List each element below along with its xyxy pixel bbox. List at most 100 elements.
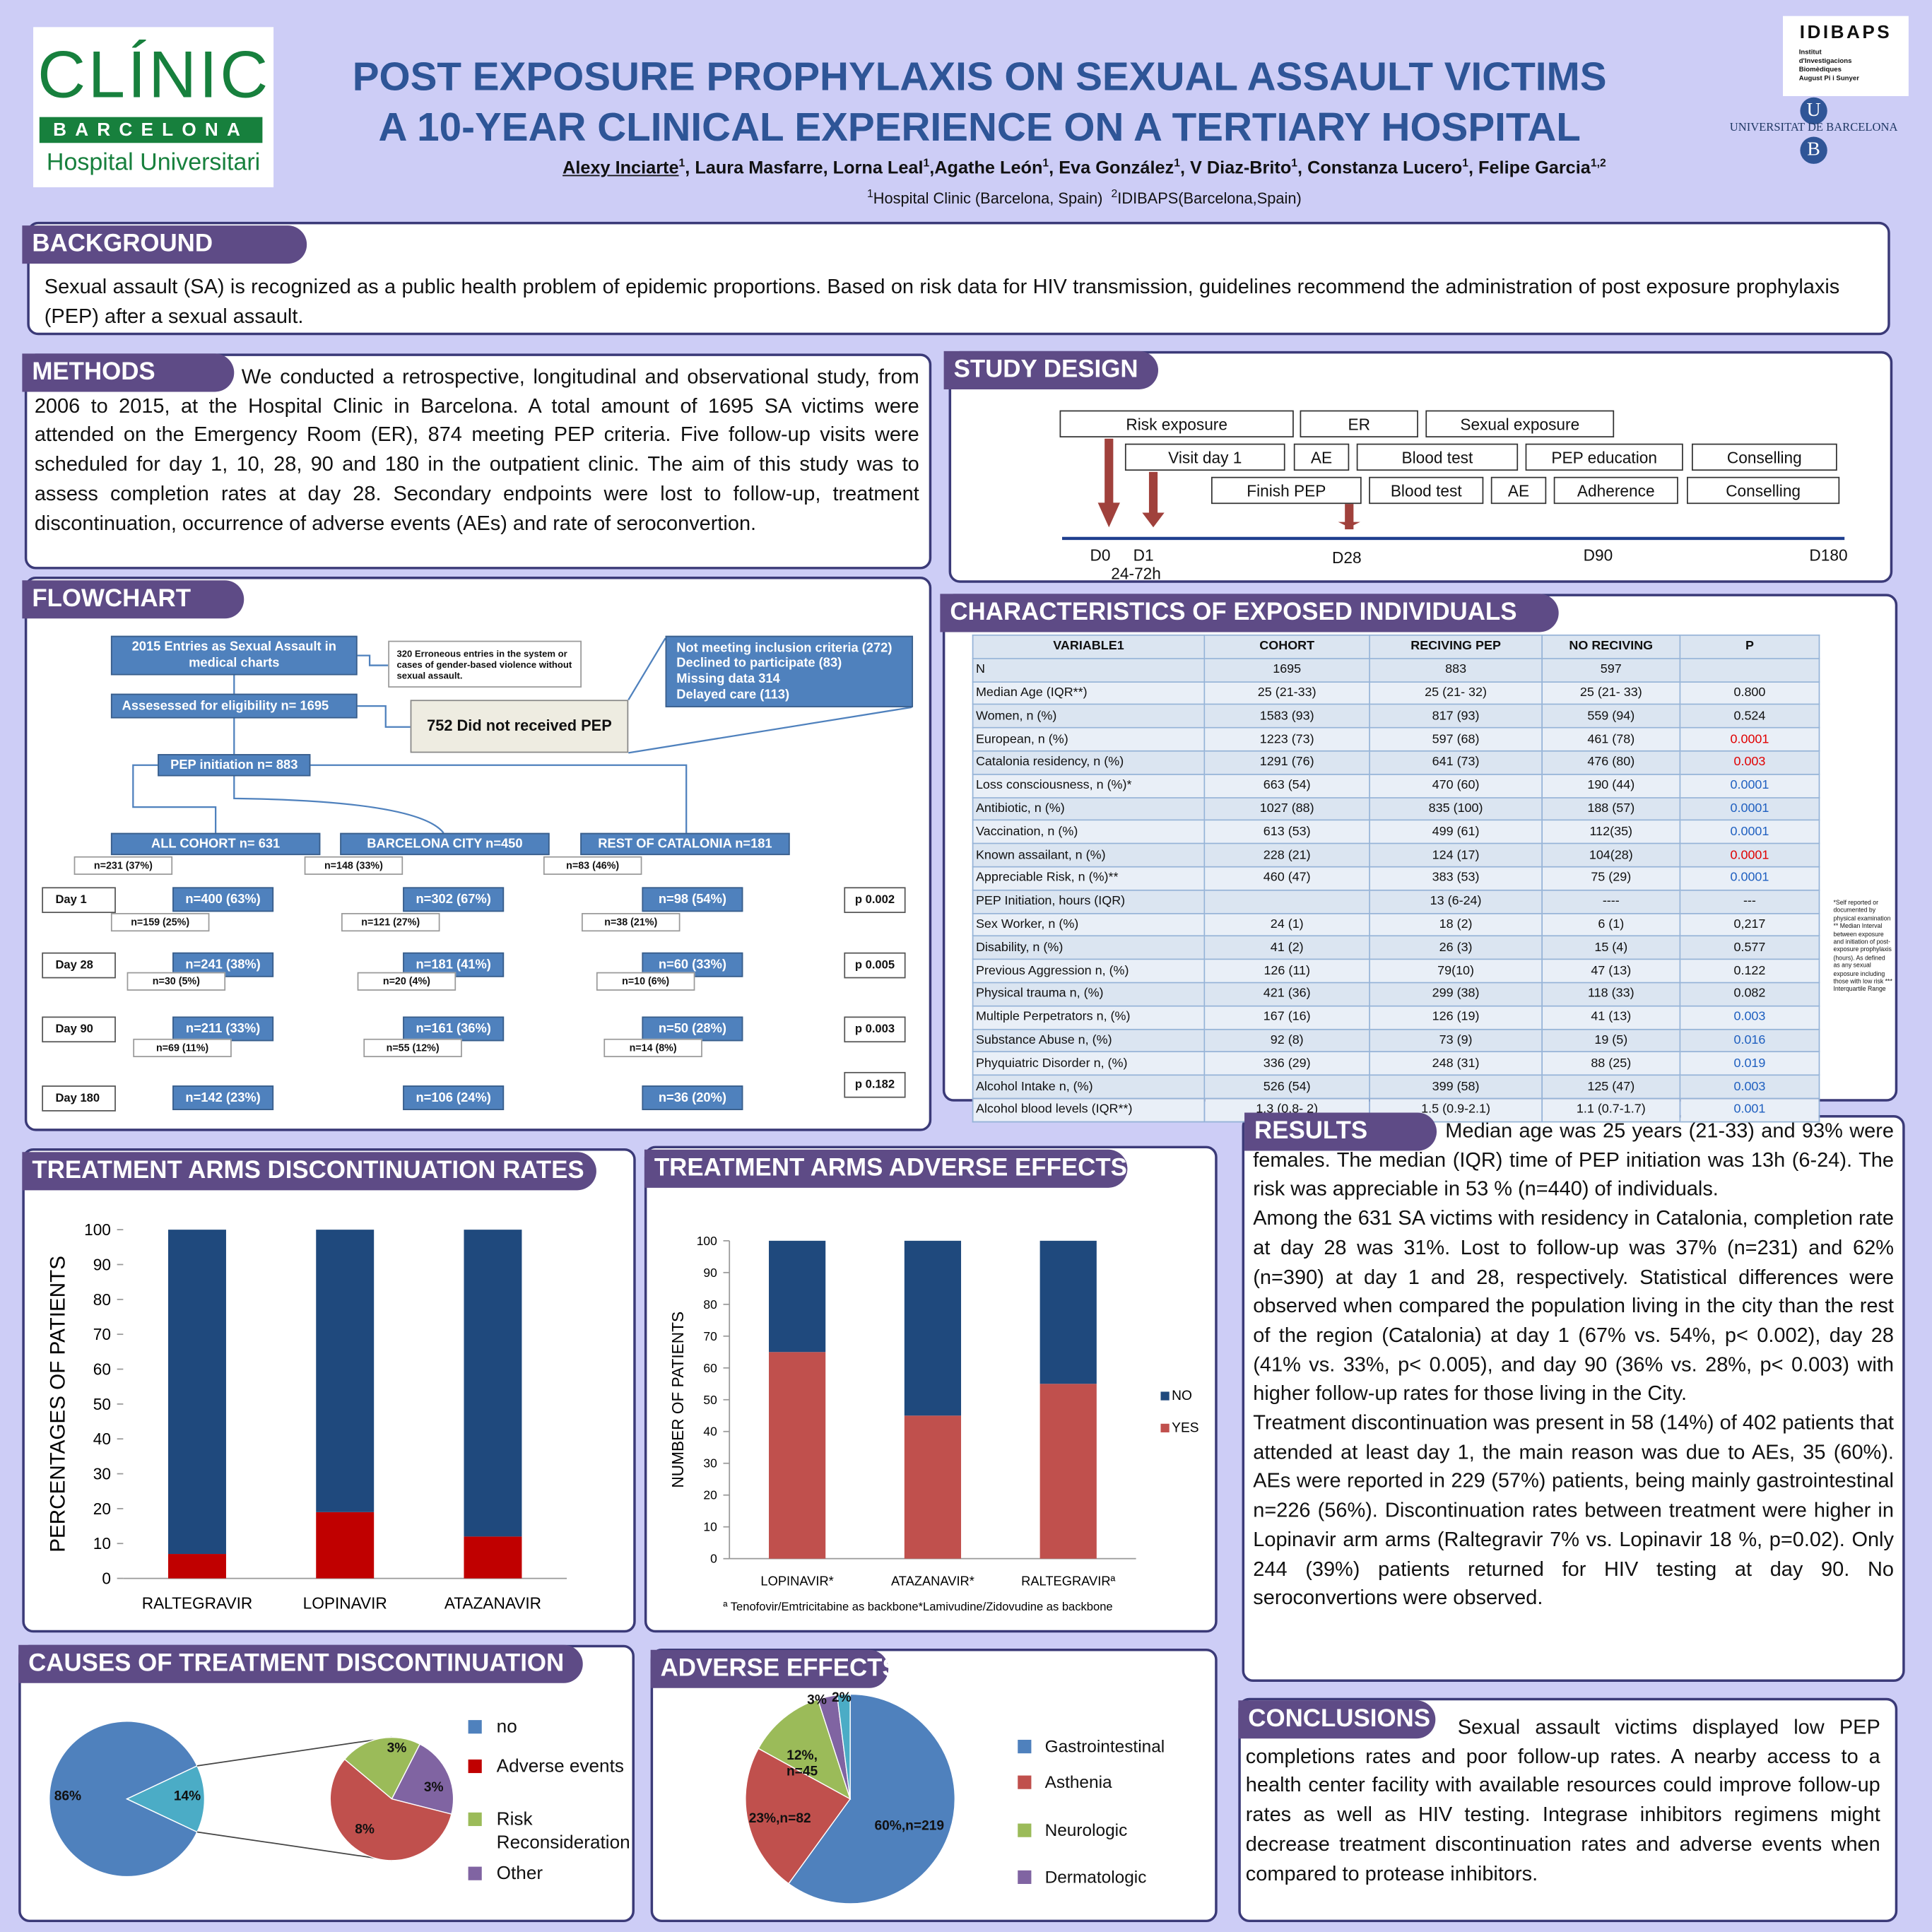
- flow-box: Assesessed for eligibility n= 1695: [110, 693, 358, 719]
- ub-name: UNIVERSITAT DE BARCELONA: [1729, 122, 1898, 135]
- ub-letter: U: [1806, 100, 1821, 121]
- table-row: European, n (%) 1223 (73) 597 (68) 461 (78)…: [972, 727, 1820, 752]
- idibaps-line: d'Investigacions: [1798, 57, 1852, 66]
- table-cell: 0.524: [1679, 704, 1820, 729]
- text: Sexual assault victims displayed low PEP…: [1245, 1715, 1880, 1885]
- paragraph: Median age was 25 years (21-33) and 93% …: [1253, 1119, 1894, 1201]
- section-heading: TREATMENT ARMS ADVERSE EFFECTS: [644, 1149, 1128, 1188]
- table-row: N 1695 883 597: [972, 657, 1820, 683]
- table-cell: 75 (29): [1541, 866, 1681, 891]
- connector: [628, 706, 912, 754]
- legend-swatch: [468, 1759, 482, 1774]
- table-cell: 41 (13): [1541, 1005, 1681, 1030]
- pie-slice: [125, 1765, 206, 1833]
- table-cell: 663 (54): [1203, 773, 1370, 799]
- y-tick-label: 30: [93, 1465, 111, 1483]
- flow-box: 2015 Entries as Sexual Assault in medica…: [110, 635, 358, 676]
- ub-letter: B: [1807, 139, 1820, 160]
- table-cell: 248 (31): [1369, 1051, 1543, 1076]
- table-cell: ----: [1541, 889, 1681, 914]
- idibaps-logo: [1783, 16, 1909, 97]
- table-cell: 1.1 (0.7-1.7): [1541, 1097, 1681, 1122]
- design-box: ER: [1300, 410, 1418, 437]
- connector: [628, 637, 666, 700]
- table-cell: Multiple Perpetrators n, (%): [972, 1005, 1206, 1030]
- section-heading: CAUSES OF TREATMENT DISCONTINUATION: [18, 1644, 583, 1683]
- header-row: VARIABLE1 COHORT RECIVING PEP NO RECIVING P: [972, 634, 1820, 659]
- table-cell: 0.0001: [1679, 796, 1820, 821]
- x-tick-label: LOPINAVIR: [303, 1594, 387, 1612]
- table-cell: 0.122: [1679, 958, 1820, 984]
- idibaps-line: Biomèdiques: [1798, 66, 1842, 74]
- text: IDIBAPS(Barcelona,Spain): [1117, 189, 1302, 208]
- table-row: PEP Initiation, hours (IQR) 13 (6-24) ----…: [972, 889, 1820, 914]
- day-box: Day 90: [42, 1016, 116, 1043]
- table-cell: 476 (80): [1541, 750, 1681, 775]
- table-cell: 1223 (73): [1203, 727, 1370, 752]
- logo-hospital: Hospital Universitari: [46, 148, 261, 177]
- legend-label: Dermatologic: [1044, 1866, 1147, 1887]
- idibaps-name: IDIBAPS: [1799, 22, 1892, 44]
- table-cell: 0.0001: [1679, 727, 1820, 752]
- legend-swatch: [1160, 1423, 1170, 1432]
- table-cell: 597 (68): [1369, 727, 1543, 752]
- pie-slice: [49, 1721, 198, 1878]
- affiliations: 1Hospital Clinic (Barcelona, Spain) 2IDI…: [358, 187, 1811, 212]
- table-row: Loss consciousness, n (%)* 663 (54) 470 (6…: [972, 773, 1820, 799]
- table-row: Disability, n (%) 41 (2) 26 (3) 15 (4) 0.577: [972, 936, 1820, 960]
- table-row: Appreciable Risk, n (%)** 460 (47) 383 (53…: [972, 866, 1820, 891]
- count-box: n=211 (33%): [172, 1016, 274, 1042]
- superscript: 1: [678, 156, 685, 169]
- lost-box: n=69 (11%): [133, 1038, 232, 1058]
- pie-label: 8%: [355, 1822, 375, 1837]
- connector: [132, 764, 217, 833]
- table-cell: 817 (93): [1369, 704, 1543, 729]
- section-heading: RESULTS: [1244, 1112, 1437, 1151]
- pie-label: 23%,n=82: [748, 1811, 811, 1827]
- connector: [310, 764, 688, 833]
- superscript: 1: [1174, 156, 1180, 169]
- table-cell: [1203, 889, 1370, 914]
- table-cell: 18 (2): [1369, 912, 1543, 937]
- table-cell: 0.003: [1679, 750, 1820, 775]
- bar: [464, 1536, 522, 1579]
- table-cell: 6 (1): [1541, 912, 1681, 937]
- y-tick-label: 60: [93, 1360, 111, 1379]
- design-box: Blood test: [1356, 443, 1519, 471]
- legend-label: NO: [1172, 1389, 1192, 1403]
- text: , Felipe Garcia: [1468, 158, 1591, 179]
- table-cell: 461 (78): [1541, 727, 1681, 752]
- lost-box: n=20 (4%): [357, 972, 457, 991]
- table-cell: 383 (53): [1369, 866, 1543, 891]
- legend-label: no: [496, 1716, 517, 1738]
- conclusions-text: Sexual assault victims displayed low PEP…: [1246, 1713, 1880, 1916]
- p-box: p 0.182: [844, 1071, 906, 1098]
- column-header: NO RECIVING: [1541, 634, 1681, 659]
- table-cell: [1679, 657, 1820, 683]
- paragraph: Among the 631 SA victims with residency …: [1253, 1206, 1894, 1406]
- legend-swatch: [1018, 1739, 1032, 1754]
- authors: Alexy Inciarte1, Laura Masfarre, Lorna L…: [358, 156, 1811, 181]
- pie-slice: [391, 1743, 454, 1815]
- table-cell: Physical trauma n, (%): [972, 982, 1206, 1007]
- table-cell: 0.082: [1679, 982, 1820, 1007]
- legend-swatch: [1018, 1823, 1032, 1837]
- table-cell: 1583 (93): [1203, 704, 1370, 729]
- legend-swatch: [468, 1720, 482, 1734]
- connector: [357, 654, 389, 666]
- pie-slice: [343, 1736, 421, 1800]
- idibaps-line: August Pi i Sunyer: [1798, 75, 1859, 83]
- timeline-label: D90: [1583, 546, 1613, 565]
- table-cell: 1.5 (0.9-2.1): [1369, 1097, 1543, 1122]
- design-box: Conselling: [1687, 476, 1840, 505]
- section-heading: STUDY DESIGN: [943, 351, 1159, 389]
- table-cell: 0.001: [1679, 1097, 1820, 1122]
- table-row: Women, n (%) 1583 (93) 817 (93) 559 (94) 0.5…: [972, 704, 1820, 729]
- y-tick-label: 90: [703, 1266, 717, 1280]
- lost-box: n=55 (12%): [363, 1038, 462, 1058]
- clinic-logo: [33, 27, 274, 188]
- table-cell: 19 (5): [1541, 1028, 1681, 1053]
- table-cell: 13 (6-24): [1369, 889, 1543, 914]
- pie-slice: [836, 1693, 851, 1799]
